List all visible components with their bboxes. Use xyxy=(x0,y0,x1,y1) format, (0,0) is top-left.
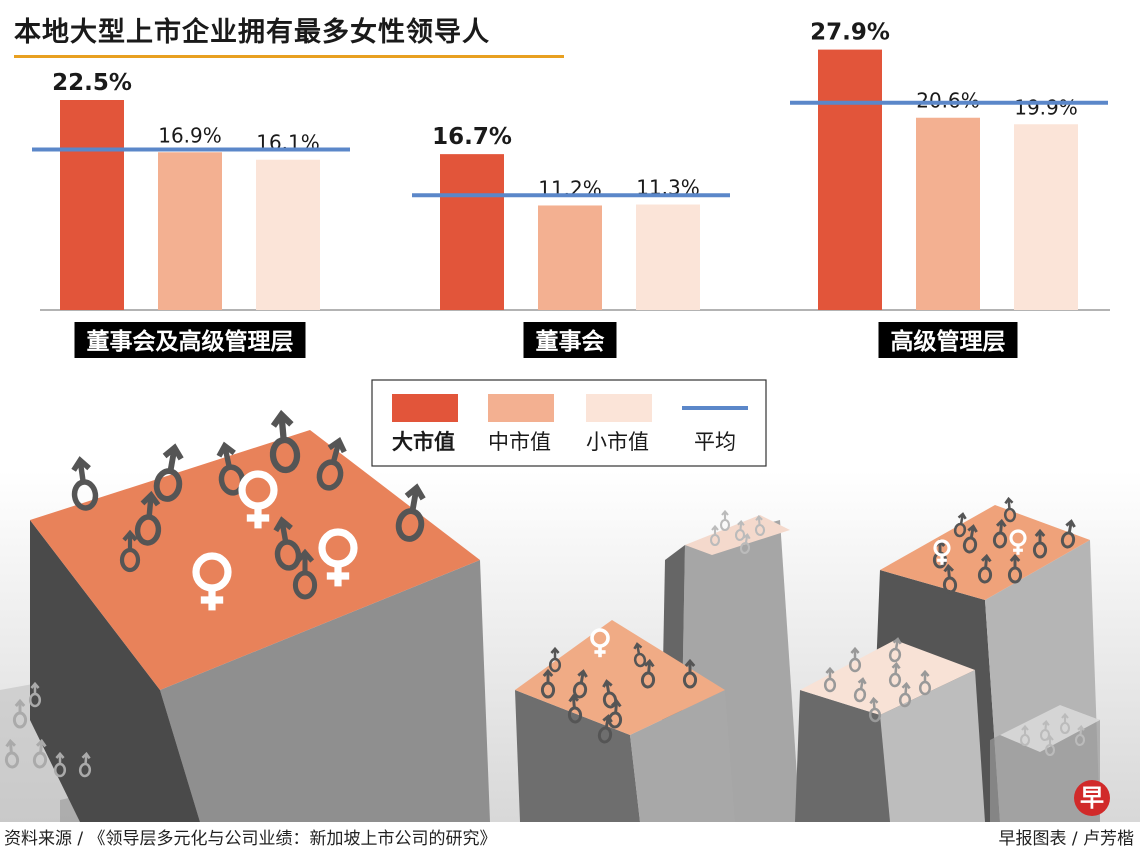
data-label-1-1: 22.5% xyxy=(52,70,132,96)
male-symbol-big-3 xyxy=(269,409,301,474)
category-label-1: 董事会及高级管理层 xyxy=(87,328,294,355)
bar-2-1 xyxy=(440,154,504,310)
male-symbol-mid-2 xyxy=(572,669,588,699)
legend-swatch-1 xyxy=(392,394,458,422)
data-label-3-2: 20.6% xyxy=(916,89,980,113)
male-symbol-big-7 xyxy=(134,490,162,546)
male-symbol-faded-4 xyxy=(28,681,42,708)
category-label-3: 高级管理层 xyxy=(891,328,1006,355)
data-label-3-1: 27.9% xyxy=(810,20,890,46)
male-symbol-faded-3 xyxy=(4,738,20,769)
bar-1-2 xyxy=(158,152,222,310)
male-symbol-big-6 xyxy=(216,441,246,496)
male-symbol-far-1 xyxy=(1019,724,1031,747)
source-note: 资料来源 / 《领导层多元化与公司业绩：新加坡上市公司的研究》 xyxy=(4,829,497,849)
data-label-1-2: 16.9% xyxy=(158,123,222,147)
legend-label-3: 小市值 xyxy=(586,430,649,454)
bar-3-3 xyxy=(1014,124,1078,311)
bar-2-3 xyxy=(636,204,700,310)
male-symbol-faded-1 xyxy=(12,698,28,729)
male-symbol-far-2 xyxy=(1039,719,1051,742)
category-label-bg-1 xyxy=(74,322,306,358)
data-label-3-3: 19.9% xyxy=(1014,95,1078,119)
male-symbol-right-4 xyxy=(1032,528,1048,559)
male-symbol-big-5 xyxy=(395,483,426,542)
male-symbol-faded-2 xyxy=(32,738,48,769)
category-label-bg-3 xyxy=(878,322,1018,358)
male-symbol-front-8 xyxy=(888,637,902,663)
zaobao-logo: 早 xyxy=(1074,780,1110,816)
male-symbol-right-10 xyxy=(1003,496,1017,523)
female-symbol-mid-1 xyxy=(590,628,610,658)
male-symbol-gray-4 xyxy=(719,509,731,532)
chart-title: 本地大型上市企业拥有最多女性领导人 xyxy=(14,17,490,48)
male-symbol-mid-8 xyxy=(597,714,613,744)
female-symbol-big-2 xyxy=(192,552,232,611)
male-symbol-mid-5 xyxy=(682,658,698,689)
female-symbol-big-3 xyxy=(318,528,358,587)
category-label-bg-2 xyxy=(523,322,617,358)
bar-3-2 xyxy=(916,117,980,310)
legend-label-1: 大市值 xyxy=(392,430,455,454)
male-symbol-mid-6 xyxy=(567,693,583,724)
male-symbol-right-2 xyxy=(962,524,978,554)
bar-1-3 xyxy=(256,159,320,310)
footer: 资料来源 / 《领导层多元化与公司业绩：新加坡上市公司的研究》 早报图表 / 卢… xyxy=(0,822,1140,849)
male-symbol-gray-3 xyxy=(754,514,766,537)
male-symbol-gray-5 xyxy=(739,533,751,555)
male-symbol-faded-6 xyxy=(78,751,92,778)
male-symbol-gray-1 xyxy=(709,524,721,547)
male-symbol-gray-2 xyxy=(734,519,746,542)
male-symbol-front-1 xyxy=(823,666,837,693)
female-symbol-right-2 xyxy=(1009,529,1027,555)
credit-note: 早报图表 / 卢芳楷 xyxy=(998,829,1134,849)
male-symbol-right-7 xyxy=(977,553,993,584)
male-symbol-front-6 xyxy=(898,681,912,708)
male-symbol-big-1 xyxy=(71,456,99,511)
male-symbol-big-9 xyxy=(292,548,318,600)
legend-label-2: 中市值 xyxy=(488,430,551,454)
male-symbol-front-7 xyxy=(848,646,862,673)
male-symbol-right-6 xyxy=(942,563,958,594)
male-symbol-mid-9 xyxy=(548,646,562,673)
male-symbol-mid-3 xyxy=(602,679,618,709)
data-label-2-1: 16.7% xyxy=(432,124,512,150)
male-symbol-far-5 xyxy=(1044,734,1056,757)
male-symbol-right-9 xyxy=(953,512,967,538)
male-symbol-big-8 xyxy=(273,516,302,571)
bar-3-1 xyxy=(818,49,882,310)
legend-swatch-2 xyxy=(488,394,554,422)
male-symbol-front-5 xyxy=(868,696,882,723)
male-symbol-right-3 xyxy=(992,518,1008,549)
male-symbol-faded-5 xyxy=(53,751,67,778)
male-symbol-big-10 xyxy=(119,529,141,573)
male-symbol-right-5 xyxy=(1060,519,1076,549)
legend-swatch-3 xyxy=(586,394,652,422)
category-label-2: 董事会 xyxy=(536,328,605,355)
male-symbol-front-3 xyxy=(888,661,902,688)
bar-1-1 xyxy=(60,100,124,310)
male-symbol-mid-4 xyxy=(640,658,656,689)
female-symbol-big-1 xyxy=(238,470,278,529)
male-symbol-big-4 xyxy=(316,437,347,491)
male-symbol-mid-10 xyxy=(633,642,647,668)
male-symbol-mid-1 xyxy=(540,668,556,699)
male-symbol-front-2 xyxy=(853,677,867,703)
male-symbol-front-4 xyxy=(918,669,932,696)
male-symbol-big-2 xyxy=(153,443,184,502)
male-symbol-far-4 xyxy=(1074,724,1086,747)
bar-2-2 xyxy=(538,205,602,310)
legend-label-average: 平均 xyxy=(694,430,736,454)
female-symbol-right-1 xyxy=(933,539,951,565)
male-symbol-far-3 xyxy=(1059,712,1071,735)
title-underline xyxy=(14,55,564,58)
male-symbol-right-8 xyxy=(1007,553,1023,584)
